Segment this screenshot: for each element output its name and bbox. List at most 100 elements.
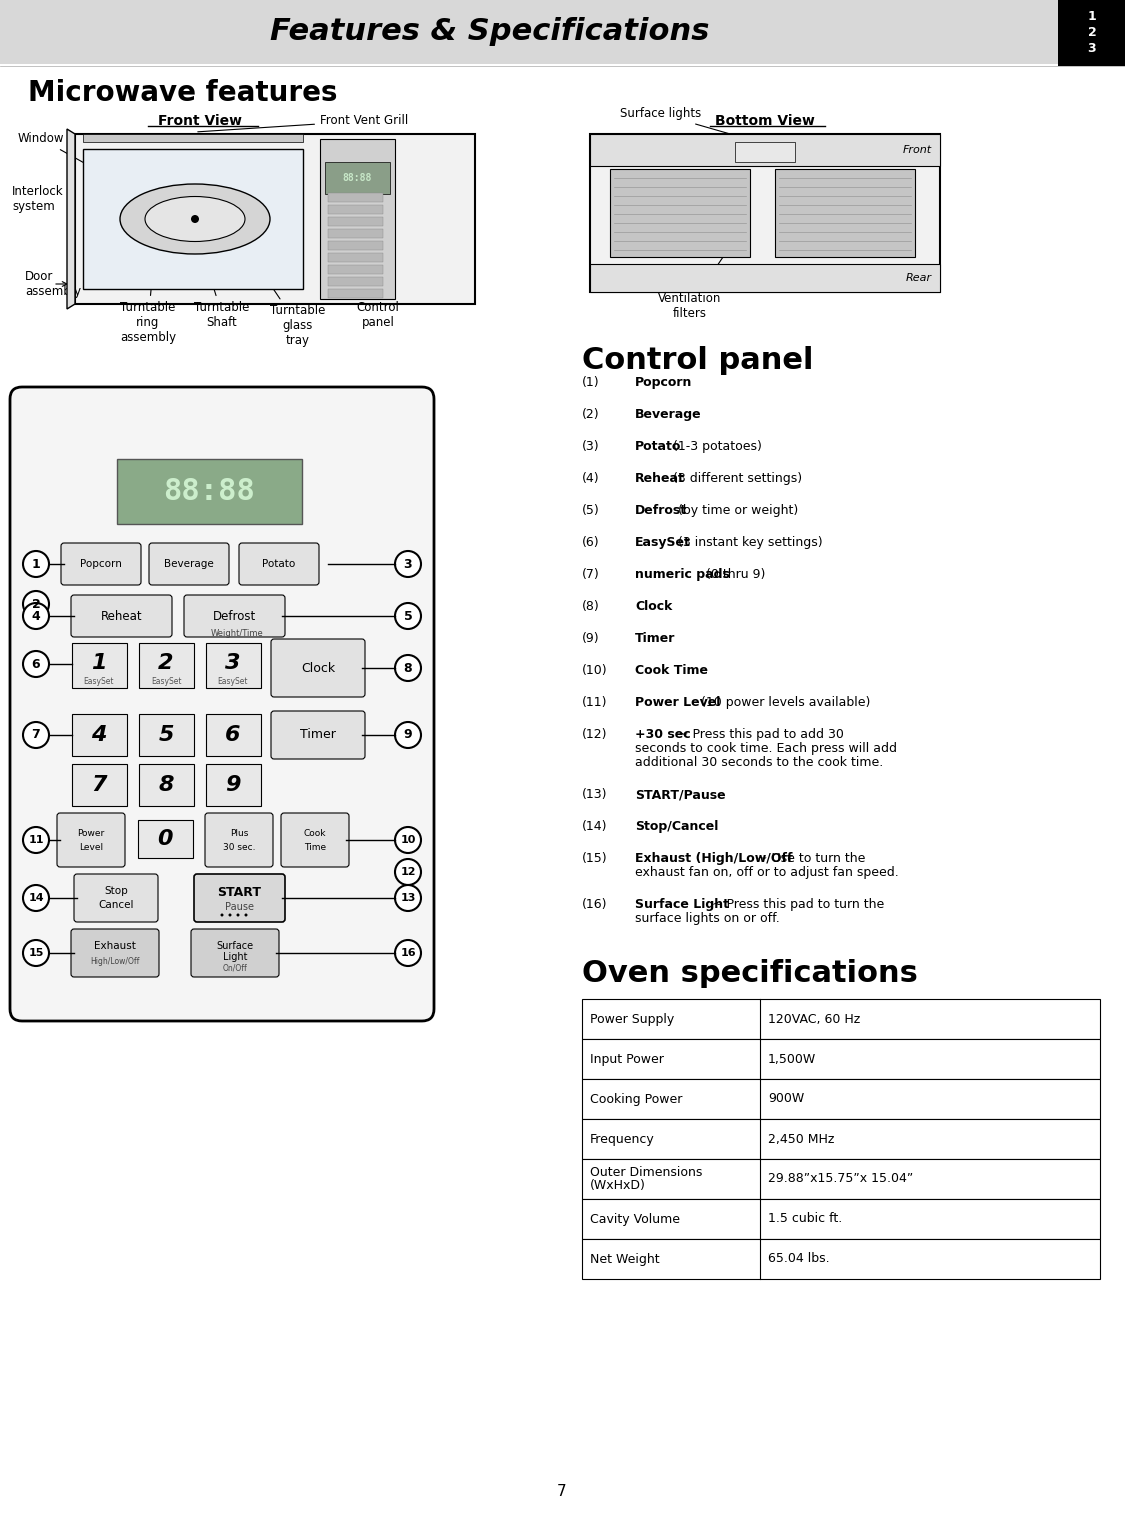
Text: Light: Light <box>223 952 248 961</box>
Text: (by time or weight): (by time or weight) <box>674 504 799 516</box>
Text: Rear: Rear <box>906 273 931 283</box>
Text: Input Power: Input Power <box>590 1052 664 1066</box>
FancyBboxPatch shape <box>71 930 159 977</box>
Text: (9): (9) <box>582 631 600 645</box>
Text: Window: Window <box>18 133 91 167</box>
Text: 120VAC, 60 Hz: 120VAC, 60 Hz <box>768 1013 861 1025</box>
Text: 9: 9 <box>225 775 241 795</box>
Text: Net Weight: Net Weight <box>590 1252 659 1266</box>
Text: Potato: Potato <box>262 559 296 569</box>
Text: 8: 8 <box>404 662 412 675</box>
Text: 3: 3 <box>225 653 241 674</box>
Polygon shape <box>68 129 75 309</box>
Bar <box>72 643 127 687</box>
Text: Weight/Time: Weight/Time <box>210 628 263 637</box>
Text: (3 different settings): (3 different settings) <box>668 472 802 484</box>
Text: Surface: Surface <box>216 942 253 951</box>
Bar <box>328 204 383 213</box>
Text: Exhaust: Exhaust <box>94 942 136 951</box>
Text: Bottom View: Bottom View <box>716 114 814 129</box>
Circle shape <box>236 913 240 916</box>
FancyBboxPatch shape <box>191 930 279 977</box>
FancyBboxPatch shape <box>10 388 434 1020</box>
Bar <box>590 135 940 292</box>
Text: Control panel: Control panel <box>582 347 813 375</box>
Bar <box>582 1160 1100 1199</box>
Text: Level: Level <box>79 843 104 852</box>
Text: Frequency: Frequency <box>590 1132 655 1146</box>
Text: Interlock
system: Interlock system <box>12 185 73 213</box>
Text: 4: 4 <box>32 610 40 622</box>
Text: 10: 10 <box>400 836 416 845</box>
Text: 30 sec.: 30 sec. <box>223 843 255 852</box>
FancyBboxPatch shape <box>74 874 158 922</box>
Bar <box>582 1079 1100 1119</box>
Circle shape <box>228 913 232 916</box>
Circle shape <box>22 551 50 577</box>
Text: (8): (8) <box>582 600 600 613</box>
Text: 1.5 cubic ft.: 1.5 cubic ft. <box>768 1213 843 1225</box>
Text: 1,500W: 1,500W <box>768 1052 817 1066</box>
Text: (5): (5) <box>582 504 600 516</box>
Circle shape <box>22 603 50 628</box>
Text: Ventilation
filters: Ventilation filters <box>658 221 748 319</box>
Text: EasySet: EasySet <box>634 536 691 550</box>
Text: (0 thru 9): (0 thru 9) <box>702 568 766 581</box>
Text: 7: 7 <box>91 775 107 795</box>
Text: Cooking Power: Cooking Power <box>590 1093 683 1105</box>
FancyBboxPatch shape <box>71 595 172 637</box>
Text: 65.04 lbs.: 65.04 lbs. <box>768 1252 829 1266</box>
Text: EasySet: EasySet <box>151 677 181 686</box>
Text: (1): (1) <box>582 375 600 389</box>
Text: Cook Time: Cook Time <box>634 665 708 677</box>
Text: Pause: Pause <box>225 902 253 911</box>
Text: START: START <box>217 887 261 899</box>
Text: (10 power levels available): (10 power levels available) <box>696 696 870 709</box>
Text: Features & Specifications: Features & Specifications <box>270 18 710 47</box>
Text: EasySet: EasySet <box>218 677 249 686</box>
FancyBboxPatch shape <box>61 544 141 584</box>
Text: (16): (16) <box>582 898 608 911</box>
Text: (12): (12) <box>582 728 608 740</box>
Text: 16: 16 <box>400 948 416 958</box>
Text: (14): (14) <box>582 821 608 833</box>
Bar <box>325 162 390 194</box>
Bar <box>582 1119 1100 1160</box>
Text: (10): (10) <box>582 665 608 677</box>
Text: Front: Front <box>903 145 931 154</box>
Text: 6: 6 <box>32 657 40 671</box>
Text: exhaust fan on, off or to adjust fan speed.: exhaust fan on, off or to adjust fan spe… <box>634 866 899 880</box>
Text: 15: 15 <box>28 948 44 958</box>
Text: surface lights on or off.: surface lights on or off. <box>634 911 780 925</box>
Text: 2: 2 <box>1088 27 1097 39</box>
Text: 900W: 900W <box>768 1093 804 1105</box>
Text: EasySet: EasySet <box>83 677 115 686</box>
Text: ~ Press this pad to add 30: ~ Press this pad to add 30 <box>674 728 844 740</box>
Text: Surface lights: Surface lights <box>620 107 762 144</box>
Bar <box>735 142 795 162</box>
Bar <box>328 192 383 201</box>
Text: (3): (3) <box>582 441 600 453</box>
Text: 1: 1 <box>1088 11 1097 24</box>
Circle shape <box>395 827 421 852</box>
Circle shape <box>395 656 421 681</box>
Bar <box>140 715 194 755</box>
Text: Beverage: Beverage <box>164 559 214 569</box>
Bar <box>206 765 261 805</box>
Text: Door
assembly: Door assembly <box>25 269 81 298</box>
Circle shape <box>220 913 224 916</box>
Bar <box>206 643 261 687</box>
Bar <box>328 241 383 250</box>
Text: 3: 3 <box>404 557 412 571</box>
Text: Reheat: Reheat <box>634 472 685 484</box>
Text: Microwave features: Microwave features <box>28 79 337 107</box>
FancyBboxPatch shape <box>205 813 273 868</box>
Bar <box>138 821 194 858</box>
Text: START/Pause: START/Pause <box>634 787 726 801</box>
Text: Control
panel: Control panel <box>357 277 399 329</box>
Text: (7): (7) <box>582 568 600 581</box>
Circle shape <box>22 940 50 966</box>
Text: Stop/Cancel: Stop/Cancel <box>634 821 719 833</box>
Text: 12: 12 <box>400 868 416 877</box>
Text: 5: 5 <box>159 725 173 745</box>
